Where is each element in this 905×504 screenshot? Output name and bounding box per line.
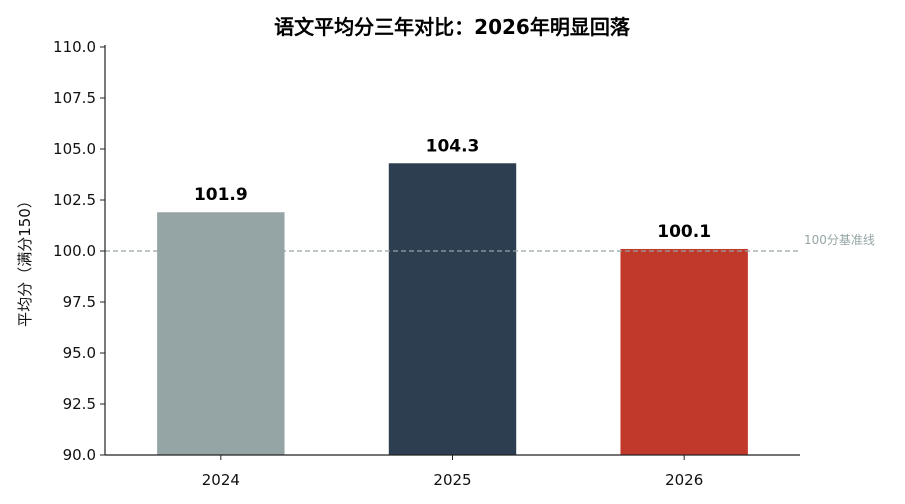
plot-area: 90.0 92.5 95.0 97.5 100.0 102.5 105.0 107.5 110.… [53, 38, 875, 489]
chart-title: 语文平均分三年对比：2026年明显回落 [274, 15, 631, 39]
y-tick-label: 97.5 [63, 293, 96, 311]
bar-value-label: 101.9 [194, 185, 248, 205]
y-tick-label: 95.0 [63, 344, 96, 362]
y-tick-label: 110.0 [53, 38, 96, 56]
bar [620, 248, 748, 455]
x-tick-label: 2025 [433, 471, 471, 489]
bar [157, 212, 285, 455]
y-tick-label: 100.0 [53, 242, 96, 260]
reference-line-label: 100分基准线 [804, 233, 875, 247]
y-tick-label: 90.0 [63, 446, 96, 464]
y-tick-label: 105.0 [53, 140, 96, 158]
y-tick-label: 92.5 [63, 395, 96, 413]
y-axis-label: 平均分（满分150） [16, 193, 34, 327]
bar-value-label: 104.3 [426, 136, 480, 156]
y-tick-label: 102.5 [53, 191, 96, 209]
bar [388, 163, 517, 455]
bar-value-label: 100.1 [657, 222, 711, 242]
x-tick-label: 2024 [202, 471, 240, 489]
y-tick-label: 107.5 [53, 89, 96, 107]
x-tick-label: 2026 [665, 471, 703, 489]
